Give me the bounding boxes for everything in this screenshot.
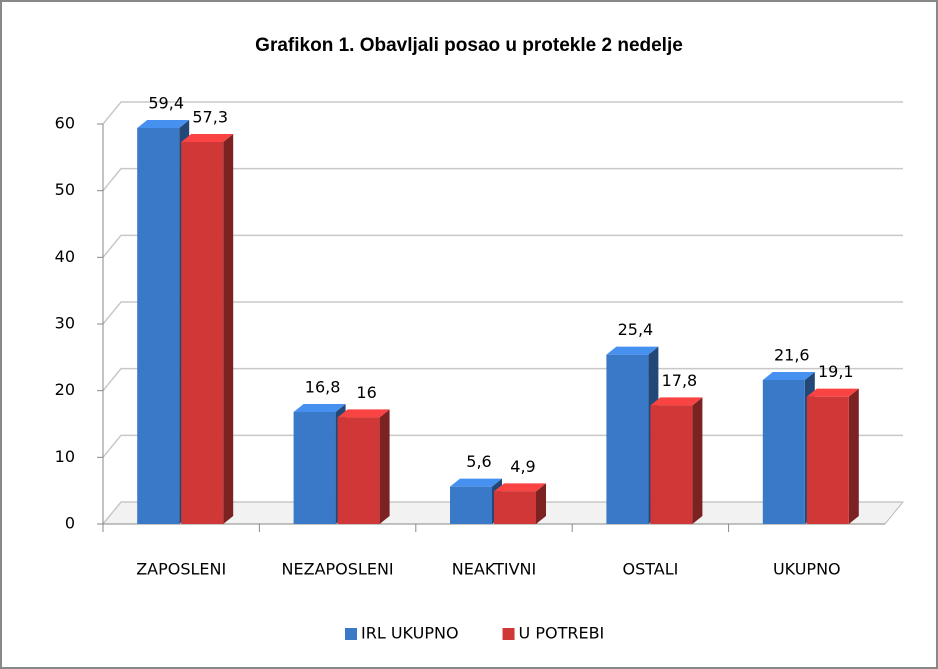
bar xyxy=(293,412,336,524)
bar-side xyxy=(536,483,546,524)
y-tick-label: 10 xyxy=(55,447,75,466)
data-label: 59,4 xyxy=(148,94,184,113)
data-label: 16 xyxy=(356,383,376,402)
bar xyxy=(762,380,805,524)
bar-top xyxy=(181,134,234,142)
bar xyxy=(337,417,380,524)
data-label: 21,6 xyxy=(774,346,810,365)
bar-side xyxy=(692,397,703,524)
y-tick-label: 20 xyxy=(55,380,75,399)
grid-line xyxy=(102,234,903,258)
bar xyxy=(137,128,180,524)
y-tick-label: 50 xyxy=(55,180,75,199)
y-tick-label: 60 xyxy=(55,114,75,133)
bar-top xyxy=(494,483,546,492)
data-label: 25,4 xyxy=(618,320,654,339)
bar xyxy=(494,491,536,524)
bar-top xyxy=(137,120,190,128)
bar-top xyxy=(337,409,390,418)
bar xyxy=(806,396,849,524)
data-label: 4,9 xyxy=(510,457,535,476)
y-tick-label: 30 xyxy=(55,314,75,333)
bar-top xyxy=(606,346,659,355)
bar-side xyxy=(848,388,859,524)
bar xyxy=(606,354,649,524)
bar-top xyxy=(806,388,859,397)
bar-top xyxy=(450,478,502,487)
bar-top xyxy=(650,397,703,406)
x-tick-label: NEAKTIVNI xyxy=(452,560,536,579)
legend-label: IRL UKUPNO xyxy=(361,624,459,643)
legend-swatch xyxy=(345,628,357,640)
data-label: 16,8 xyxy=(305,378,341,397)
bar xyxy=(650,405,693,524)
y-tick-label: 40 xyxy=(55,247,75,266)
data-label: 57,3 xyxy=(192,108,228,127)
data-label: 5,6 xyxy=(466,452,491,471)
bar-side xyxy=(379,409,390,524)
bar-top xyxy=(762,372,815,380)
grid-line xyxy=(102,101,903,125)
x-tick-label: NEZAPOSLENI xyxy=(282,560,394,579)
x-tick-label: UKUPNO xyxy=(773,560,841,579)
grid-line xyxy=(102,167,903,192)
legend-swatch xyxy=(502,628,515,640)
x-tick-label: OSTALI xyxy=(622,560,678,579)
bar xyxy=(181,142,224,524)
x-tick-label: ZAPOSLENI xyxy=(136,560,226,579)
y-tick-label: 0 xyxy=(65,514,75,533)
chart-title: Grafikon 1. Obavljali posao u protekle 2… xyxy=(255,35,683,56)
bar-side xyxy=(223,134,234,524)
data-label: 19,1 xyxy=(818,362,854,381)
bar-top xyxy=(293,404,346,412)
legend-label: U POTREBI xyxy=(519,624,605,643)
bar xyxy=(450,486,492,524)
grid-line xyxy=(102,301,903,325)
data-label: 17,8 xyxy=(662,371,698,390)
